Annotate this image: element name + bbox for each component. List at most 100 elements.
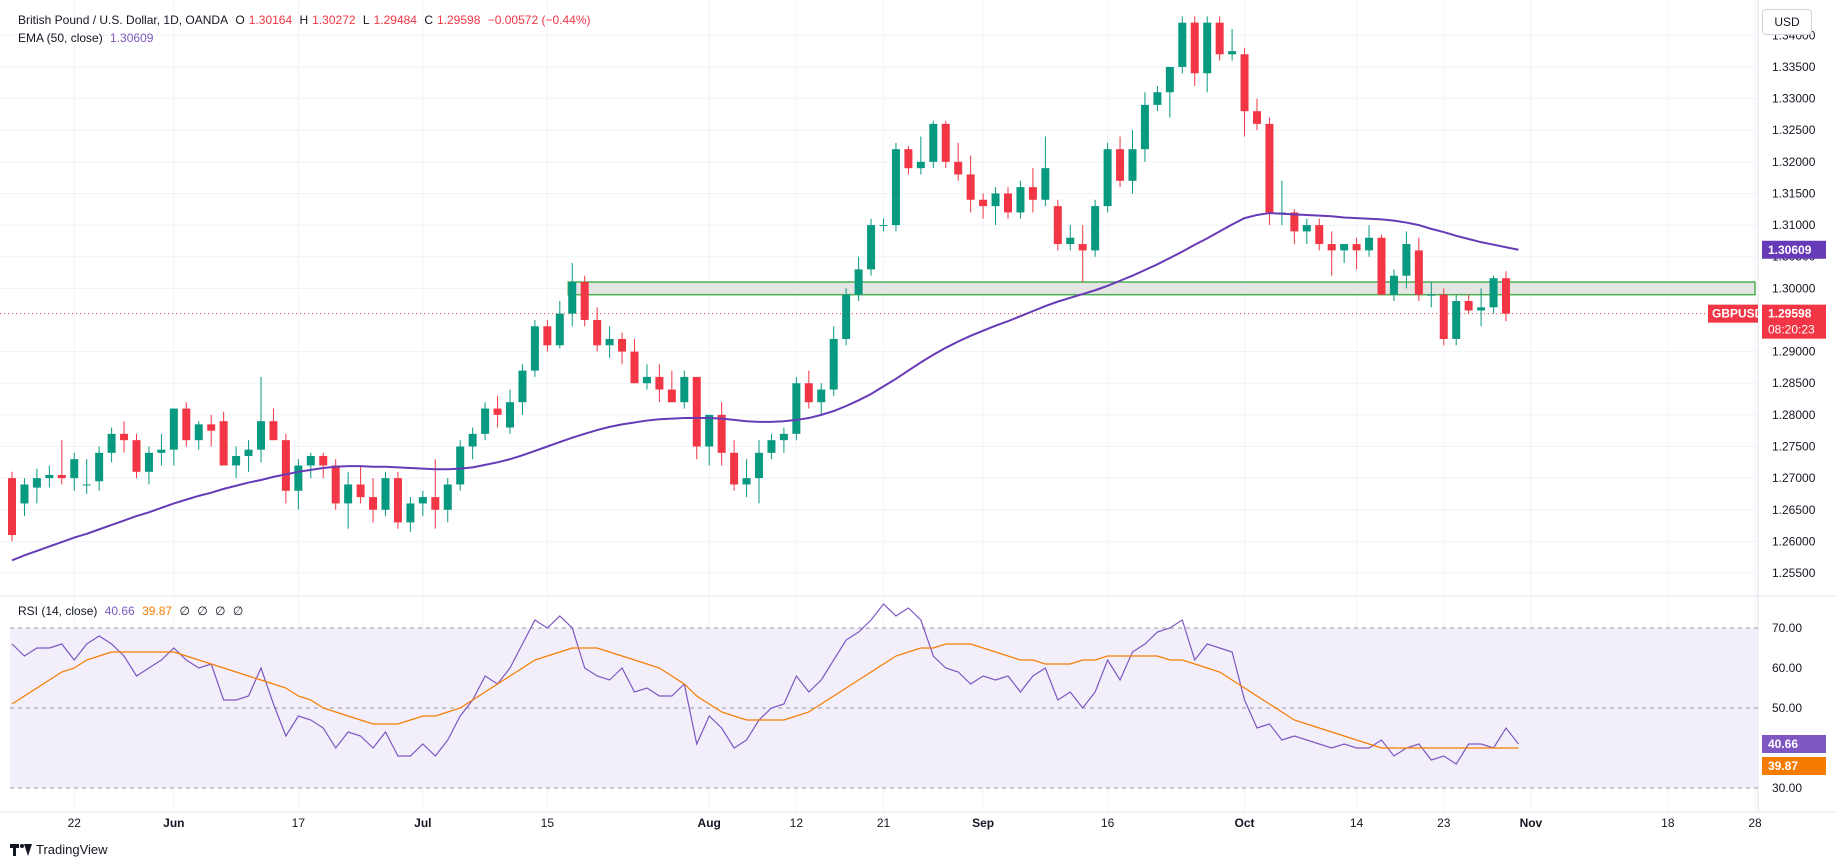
high-value: 1.30272 xyxy=(312,13,356,27)
time-tick-label: 17 xyxy=(292,816,306,830)
candle-body xyxy=(742,478,751,485)
candle-body xyxy=(1028,187,1037,200)
candle-up xyxy=(70,452,79,491)
symbol-badge-bg xyxy=(1708,304,1758,323)
candle-body xyxy=(1128,149,1137,181)
time-tick-label: 16 xyxy=(1101,816,1115,830)
price-tick-label: 1.27500 xyxy=(1772,440,1816,454)
candle-up xyxy=(506,389,514,434)
candle-down xyxy=(804,370,813,409)
candle-body xyxy=(1178,22,1187,67)
candle-body xyxy=(705,414,714,447)
last-price-badge: 1.29598 xyxy=(1768,307,1812,321)
candle-body xyxy=(194,424,203,441)
price-tick-label: 1.31500 xyxy=(1772,186,1816,200)
rsi-label: RSI (14, close) xyxy=(18,604,98,618)
candle-body xyxy=(1290,212,1299,232)
rsi-value-badge: 40.66 xyxy=(1768,737,1798,751)
candle-up xyxy=(107,427,116,463)
candle-body xyxy=(530,326,539,371)
rsi-value: 40.66 xyxy=(104,604,135,618)
time-tick-label: Sep xyxy=(972,816,994,830)
candle-up xyxy=(1041,136,1050,207)
candle-body xyxy=(1016,187,1025,213)
candle-body xyxy=(618,338,627,352)
candle-body xyxy=(144,452,153,472)
ema-price-badge: 1.30609 xyxy=(1768,243,1812,257)
candle-body xyxy=(1103,149,1112,207)
ema-value: 1.30609 xyxy=(110,31,154,45)
candle-up xyxy=(1103,142,1112,213)
candle-up xyxy=(792,376,801,441)
candle-body xyxy=(991,193,1000,207)
candle-down xyxy=(1190,16,1199,86)
time-tick-label: Aug xyxy=(698,816,721,830)
rsi-ma-value: 39.87 xyxy=(142,604,173,618)
rsi-tick-label: 70.00 xyxy=(1772,621,1802,635)
currency-button[interactable]: USD xyxy=(1762,9,1812,35)
candle-down xyxy=(1028,168,1037,213)
candle-body xyxy=(107,433,116,453)
rsi-legend: RSI (14, close) 40.66 39.87 ∅ ∅ ∅ ∅ xyxy=(18,604,247,618)
rsi-na-1: ∅ xyxy=(179,604,190,618)
time-tick-label: 18 xyxy=(1661,816,1675,830)
time-tick-label: 23 xyxy=(1437,816,1451,830)
candle-body xyxy=(891,149,900,226)
candle-body xyxy=(456,446,465,485)
price-tick-label: 1.28500 xyxy=(1772,376,1816,390)
candle-down xyxy=(1004,187,1012,219)
candle-down xyxy=(941,120,950,169)
candle-body xyxy=(45,474,54,479)
candle-up xyxy=(854,256,863,301)
candle-up xyxy=(244,440,253,472)
candle-body xyxy=(369,497,378,510)
candle-up xyxy=(157,433,166,466)
time-tick-label: 15 xyxy=(541,816,555,830)
rsi-tick-label: 50.00 xyxy=(1772,701,1802,715)
candle-body xyxy=(1053,206,1062,245)
candle-body xyxy=(481,408,490,434)
price-tick-label: 1.27000 xyxy=(1772,471,1816,485)
candle-up xyxy=(817,383,826,415)
candle-down xyxy=(8,471,16,542)
ema-price-badge-bg xyxy=(1762,240,1826,259)
candle-down xyxy=(543,319,552,352)
candle-body xyxy=(431,497,440,510)
rsi-line xyxy=(11,603,1519,765)
candle-down xyxy=(1502,271,1510,322)
candle-up xyxy=(1016,180,1025,219)
candle-body xyxy=(829,338,838,390)
candle-up xyxy=(1165,66,1174,118)
candle-body xyxy=(605,338,614,346)
time-tick-label: 12 xyxy=(790,816,804,830)
candle-up xyxy=(294,459,303,510)
candle-body xyxy=(929,123,938,162)
ema-line xyxy=(11,212,1519,562)
candle-body xyxy=(518,370,527,403)
candle-up xyxy=(232,446,241,479)
candle-body xyxy=(1377,237,1386,295)
candle-down xyxy=(356,465,365,504)
candle-up xyxy=(456,440,465,491)
candle-up xyxy=(568,263,577,327)
candle-body xyxy=(207,424,216,431)
ema-legend: EMA (50, close) 1.30609 xyxy=(18,31,157,45)
price-tick-label: 1.30000 xyxy=(1772,281,1816,295)
price-tick-label: 1.29000 xyxy=(1772,345,1816,359)
candle-body xyxy=(1041,168,1050,200)
candle-down xyxy=(1352,237,1361,270)
price-tick-label: 1.33500 xyxy=(1772,60,1816,74)
candle-body xyxy=(593,319,602,346)
tradingview-brand[interactable]: TradingView xyxy=(10,842,108,857)
candle-up xyxy=(20,478,29,517)
candle-down xyxy=(618,332,627,365)
candle-body xyxy=(680,376,689,403)
close-value: 1.29598 xyxy=(437,13,481,27)
candle-body xyxy=(916,161,925,169)
candle-body xyxy=(1502,278,1510,314)
candle-down xyxy=(655,364,664,403)
candle-up xyxy=(468,427,477,460)
candle-body xyxy=(941,123,950,162)
candle-body xyxy=(169,408,178,450)
